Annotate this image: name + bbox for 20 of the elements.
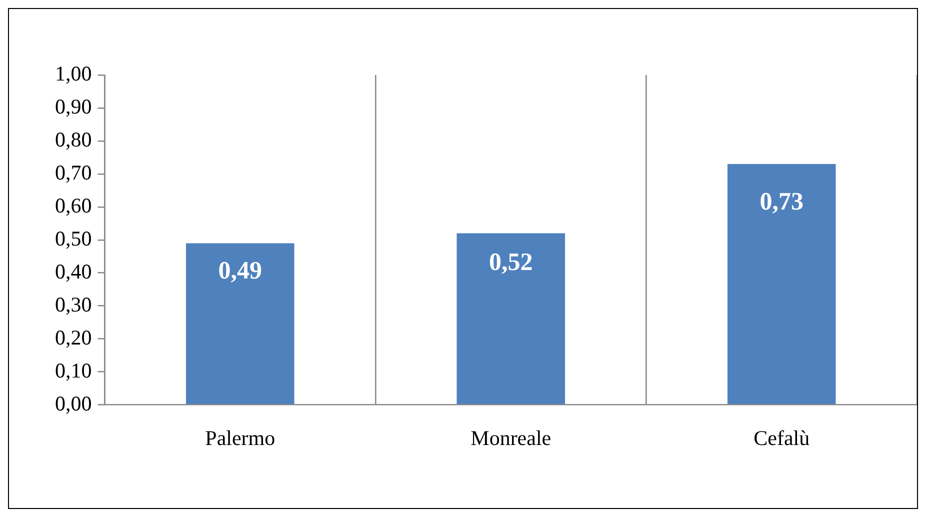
data-label: 0,49: [218, 258, 262, 285]
y-tick-label: 1,00: [55, 62, 92, 86]
y-tick-label: 0,30: [55, 292, 92, 316]
y-tick-label: 0,00: [55, 391, 92, 416]
x-tick-label: Monreale: [470, 426, 552, 450]
x-tick-label: Cefalù: [754, 426, 810, 450]
x-tick-label: Palermo: [205, 426, 276, 450]
data-label: 0,73: [760, 188, 804, 216]
bar: [456, 233, 566, 404]
y-tick-label: 0,90: [55, 94, 92, 118]
y-tick-label: 0,60: [55, 193, 92, 218]
data-label: 0,52: [489, 248, 533, 276]
y-tick-label: 0,50: [55, 226, 92, 250]
bar: [727, 164, 836, 404]
y-tick-label: 0,20: [55, 325, 92, 350]
y-tick-label: 0,80: [55, 127, 92, 152]
bar: [186, 243, 294, 404]
y-tick-label: 0,10: [55, 358, 92, 382]
y-tick-label: 0,40: [55, 259, 92, 284]
y-tick-label: 0,70: [55, 160, 92, 184]
